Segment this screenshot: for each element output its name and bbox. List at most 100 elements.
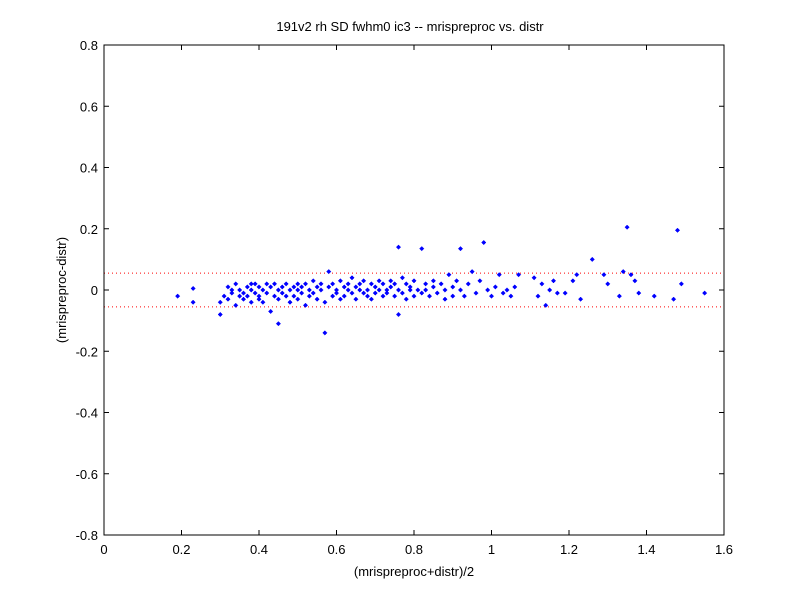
data-point (271, 281, 278, 287)
data-point (376, 287, 382, 293)
data-point (550, 278, 557, 284)
data-point (407, 287, 413, 293)
reference-lines (104, 272, 724, 308)
data-point (291, 293, 297, 299)
data-point (403, 281, 409, 287)
data-point (287, 287, 293, 293)
data-point (399, 290, 405, 296)
data-point (372, 290, 378, 296)
y-tick-label: 0.8 (80, 38, 98, 53)
data-point (488, 293, 495, 299)
data-point (504, 287, 510, 293)
y-tick-label: -0.6 (76, 467, 98, 482)
data-point (233, 281, 239, 287)
data-point (295, 296, 301, 302)
data-point (516, 272, 522, 278)
data-point (299, 290, 305, 296)
data-point (671, 296, 677, 302)
data-point (279, 290, 285, 296)
data-point (457, 287, 464, 293)
data-point (674, 227, 681, 233)
data-point (349, 290, 355, 296)
data-point (442, 296, 448, 302)
data-point (446, 272, 452, 278)
data-point (636, 290, 642, 296)
data-point (485, 287, 491, 293)
data-point (628, 272, 634, 278)
data-point (368, 296, 374, 302)
data-point (496, 272, 502, 278)
data-point (221, 293, 227, 299)
data-point (240, 290, 247, 296)
data-point (279, 284, 285, 290)
data-point (419, 290, 425, 296)
y-axis-label: (mrispreproc-distr) (54, 237, 69, 343)
x-tick-label: 1.4 (637, 542, 655, 557)
data-point (392, 293, 398, 299)
data-point (554, 290, 560, 296)
data-point (330, 281, 336, 287)
data-point (310, 278, 316, 284)
data-point (264, 281, 270, 287)
y-tick-label: -0.2 (76, 344, 98, 359)
data-point (345, 287, 351, 293)
data-point (333, 290, 340, 296)
data-point (341, 293, 347, 299)
data-point (237, 287, 243, 293)
data-point (175, 293, 181, 299)
data-point (283, 293, 289, 299)
data-point (330, 293, 336, 299)
data-point (702, 290, 708, 296)
y-tick-label: 0 (91, 283, 98, 298)
x-tick-label: 0.2 (172, 542, 190, 557)
data-point (477, 278, 483, 284)
data-point (399, 275, 405, 281)
data-point (295, 281, 301, 287)
data-point (423, 281, 429, 287)
data-point (535, 293, 541, 299)
data-point (632, 278, 638, 284)
x-axis-ticks: 0 0.2 0.4 0.6 0.8 1 1.2 1.4 1.6 (100, 45, 733, 557)
data-point (361, 278, 367, 284)
data-point (461, 293, 467, 299)
data-point (229, 290, 235, 296)
data-point (395, 287, 402, 293)
data-point (217, 311, 223, 318)
data-point (260, 299, 266, 305)
data-point (415, 287, 421, 293)
data-point (361, 290, 367, 296)
data-point (326, 284, 332, 290)
y-tick-label: 0.2 (80, 222, 98, 237)
data-point (306, 287, 312, 293)
data-point (419, 246, 425, 252)
data-point (256, 296, 262, 302)
data-point (237, 293, 243, 299)
data-point (302, 302, 309, 308)
data-point (240, 296, 247, 302)
data-point (562, 290, 568, 296)
data-point (271, 293, 278, 299)
data-point (450, 284, 456, 290)
data-point (291, 284, 297, 290)
data-point (353, 284, 359, 290)
data-point (256, 284, 262, 290)
data-point (268, 308, 274, 314)
data-point (492, 284, 498, 290)
y-tick-label: -0.4 (76, 406, 98, 421)
data-point (190, 299, 196, 305)
data-point (302, 281, 309, 287)
data-point (423, 287, 429, 293)
data-point (531, 275, 537, 281)
data-point (190, 285, 196, 292)
data-point (430, 284, 436, 290)
data-point (473, 290, 479, 296)
data-point (357, 281, 363, 287)
data-point (392, 281, 398, 287)
data-point (295, 287, 301, 293)
data-point (616, 293, 622, 299)
data-points (175, 224, 708, 336)
data-point (403, 296, 409, 302)
data-point (357, 287, 363, 293)
